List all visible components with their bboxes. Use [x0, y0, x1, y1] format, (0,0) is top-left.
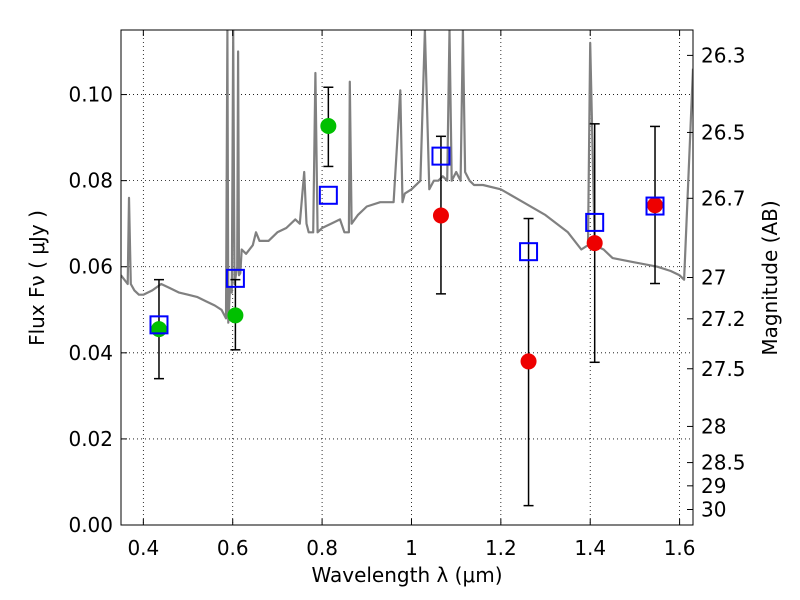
x-tick-label: 1.6 — [664, 536, 696, 560]
y2-tick-label: 27.2 — [701, 307, 746, 331]
y2-tick-label: 28 — [701, 414, 726, 438]
photometry-point — [586, 235, 603, 252]
photometry-point — [647, 197, 664, 214]
model-flux-square — [585, 212, 605, 232]
x-tick-label: 1.2 — [485, 536, 517, 560]
model-flux-square — [225, 268, 245, 288]
y-tick-label: 0.10 — [68, 83, 113, 107]
photometry-point — [150, 321, 167, 338]
y-tick-label: 0.06 — [68, 255, 113, 279]
grid — [121, 30, 693, 526]
y-tick-label: 0.04 — [68, 341, 113, 365]
y2-axis-label: Magnitude (AB) — [758, 200, 782, 355]
y2-tick-label: 27 — [701, 266, 726, 290]
plot-frame — [120, 29, 694, 526]
y-axis-label: Flux Fν ( μJy ) — [25, 210, 49, 346]
y-tick-label: 0.08 — [68, 169, 113, 193]
model-flux-square — [645, 196, 665, 216]
x-tick-label: 0.4 — [127, 536, 159, 560]
model-flux-square — [519, 242, 539, 262]
y2-tick-label: 29 — [701, 474, 726, 498]
model-flux-square — [431, 146, 451, 166]
photometry-point — [520, 353, 537, 370]
x-axis-label: Wavelength λ (μm) — [311, 563, 502, 587]
model-flux-square — [149, 315, 169, 335]
model-flux-square — [318, 185, 338, 205]
axis-ticks: 0.4 0.6 0.8 1 1.2 1.4 1.6 0.00 0.02 0.04 0.06 0.08 0… — [68, 30, 746, 560]
y2-tick-label: 30 — [701, 498, 726, 522]
photometry-point — [227, 307, 244, 324]
model-spectrum — [121, 30, 693, 324]
y2-tick-label: 26.7 — [701, 186, 746, 210]
model-spectrum-line — [121, 30, 693, 324]
x-tick-label: 1 — [405, 536, 418, 560]
y-tick-label: 0.02 — [68, 427, 113, 451]
y2-tick-label: 28.5 — [701, 451, 746, 475]
y2-tick-label: 26.5 — [701, 120, 746, 144]
y-tick-label: 0.00 — [68, 513, 113, 537]
y2-tick-label: 26.3 — [701, 43, 746, 67]
data-markers — [149, 117, 665, 370]
x-tick-label: 0.8 — [306, 536, 338, 560]
x-tick-label: 1.4 — [574, 536, 606, 560]
photometry-point — [320, 117, 337, 134]
x-tick-label: 0.6 — [217, 536, 249, 560]
photometry-point — [432, 207, 449, 224]
y2-tick-label: 27.5 — [701, 357, 746, 381]
